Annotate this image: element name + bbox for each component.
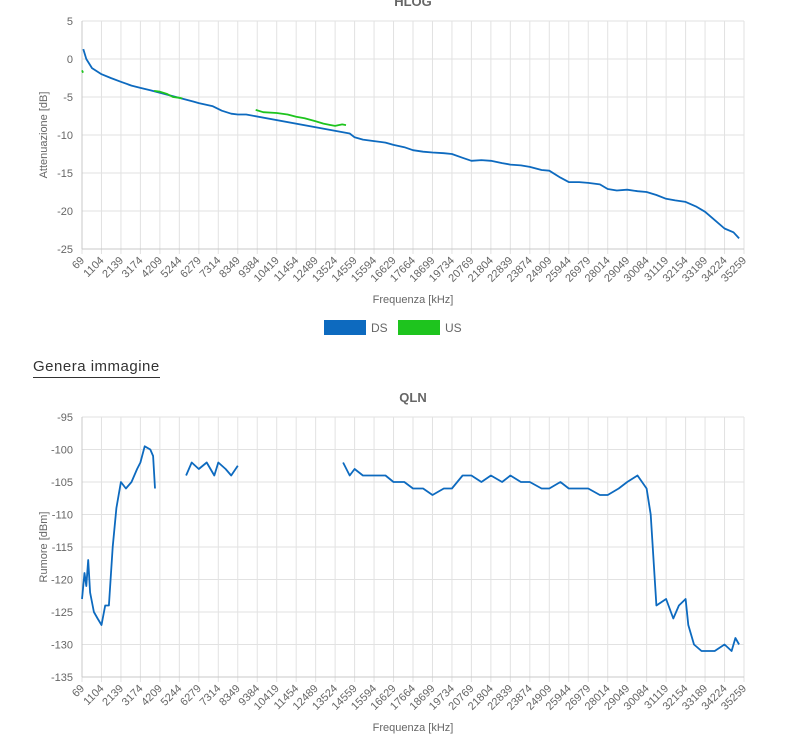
chart-title-1: QLN (399, 390, 426, 405)
series-line-ds (342, 462, 740, 652)
y-tick-label: 5 (67, 16, 73, 28)
x-tick-label: 4209 (139, 255, 165, 281)
x-axis-label: Frequenza [kHz] (373, 722, 454, 734)
y-tick-label: -120 (51, 575, 73, 587)
x-tick-label: 8349 (217, 683, 243, 709)
series-line-ds (185, 461, 239, 477)
x-tick-label: 6279 (178, 683, 204, 709)
legend-swatch-ds (324, 320, 366, 335)
legend-label-us: US (445, 321, 462, 335)
series-line-us (255, 109, 347, 127)
legend-swatch-us (398, 320, 440, 335)
y-tick-label: -110 (52, 510, 73, 522)
chart-title-0: HLOG (394, 0, 432, 9)
x-tick-label: 4209 (139, 683, 165, 709)
x-tick-label: 3174 (120, 683, 146, 709)
x-tick-label: 7314 (198, 683, 224, 709)
series-line-us (153, 90, 183, 100)
x-tick-label: 5244 (159, 683, 185, 709)
y-tick-label: -15 (57, 168, 73, 180)
x-tick-label: 8349 (217, 255, 243, 281)
y-tick-label: -25 (57, 244, 73, 256)
y-tick-label: -100 (51, 445, 73, 457)
x-tick-label: 3174 (120, 255, 146, 281)
y-tick-label: -20 (57, 206, 73, 218)
y-tick-label: -105 (51, 477, 73, 489)
y-tick-label: -95 (57, 412, 73, 424)
y-tick-label: -5 (63, 92, 73, 104)
series-line-ds (81, 445, 156, 626)
x-tick-label: 7314 (198, 255, 224, 281)
y-tick-label: -125 (51, 607, 73, 619)
y-tick-label: -135 (51, 672, 73, 684)
x-tick-label: 5244 (159, 255, 185, 281)
y-axis-label: Attenuazione [dB] (38, 92, 50, 179)
series-line-us (81, 70, 84, 74)
series-line-ds (82, 48, 740, 240)
x-tick-label: 1104 (81, 683, 106, 708)
x-tick-label: 2139 (100, 683, 126, 709)
y-tick-label: 0 (67, 54, 73, 66)
legend-label-ds: DS (371, 321, 388, 335)
x-tick-label: 6279 (178, 255, 204, 281)
y-tick-label: -115 (52, 542, 73, 554)
y-axis-label: Rumore [dBm] (38, 512, 50, 583)
y-tick-label: -10 (57, 130, 73, 142)
x-tick-label: 1104 (81, 255, 106, 280)
x-axis-label: Frequenza [kHz] (373, 294, 454, 306)
genera-immagine-link[interactable]: Genera immagine (33, 358, 160, 378)
y-tick-label: -130 (51, 640, 73, 652)
x-tick-label: 2139 (100, 255, 126, 281)
